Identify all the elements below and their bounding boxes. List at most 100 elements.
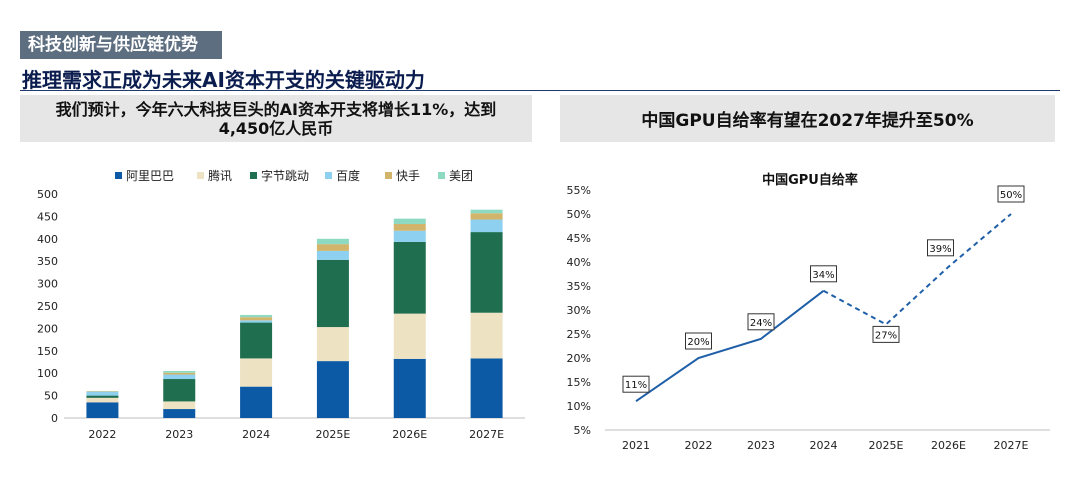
y-tick-label: 350 xyxy=(37,255,58,268)
x-tick-label: 2022 xyxy=(88,428,116,441)
bar-segment xyxy=(470,213,503,220)
bar-segment xyxy=(316,244,349,251)
page-title: 推理需求正成为未来AI资本开支的关键驱动力 xyxy=(22,68,425,92)
bar-segment xyxy=(86,397,119,403)
y-tick-label: 100 xyxy=(37,367,58,380)
line-chart-title: 中国GPU自给率 xyxy=(762,172,858,188)
bar-segment xyxy=(240,317,273,321)
bar-segment xyxy=(316,250,349,260)
x-tick-label: 2025E xyxy=(315,428,350,441)
y-tick-label: 15% xyxy=(567,376,591,389)
bar-segment xyxy=(470,219,503,233)
y-tick-label: 20% xyxy=(567,352,591,365)
x-tick-label: 2024 xyxy=(810,439,838,452)
bar-segment xyxy=(240,322,273,359)
y-tick-label: 45% xyxy=(567,232,591,245)
data-label-box xyxy=(872,325,900,343)
bar-segment xyxy=(470,209,503,214)
data-label: 11% xyxy=(625,380,647,391)
legend-label: 字节跳动 xyxy=(261,168,309,183)
bar-segment xyxy=(393,230,426,242)
y-tick-label: 0 xyxy=(51,412,58,425)
data-label-box xyxy=(810,265,837,283)
bar-segment xyxy=(86,395,119,398)
bar-segment xyxy=(240,358,273,387)
gpu-self-sufficiency-line-chart: 中国GPU自给率 5% 10% 15% 20% 25% 30% 35% 40% 45% 50% 55%… xyxy=(567,172,1050,452)
y-tick-label: 35% xyxy=(567,280,591,293)
y-tick-label: 5% xyxy=(574,424,591,437)
bar-segment xyxy=(470,232,503,313)
bar-segment xyxy=(316,361,349,418)
x-tick-label: 2021 xyxy=(622,439,650,452)
y-tick-label: 200 xyxy=(37,322,58,335)
bar-segment xyxy=(86,402,119,418)
y-tick-label: 30% xyxy=(567,304,591,317)
left-panel-title: 我们预计，今年六大科技巨头的AI资本开支将增长11%，达到4,450亿人民币 xyxy=(20,95,532,142)
legend-label: 百度 xyxy=(336,168,360,183)
data-label: 34% xyxy=(812,270,834,281)
legend-label: 快手 xyxy=(396,169,420,183)
data-label: 27% xyxy=(875,330,897,341)
y-tick-label: 10% xyxy=(567,400,591,413)
bar-segment xyxy=(163,379,196,402)
y-tick-label: 40% xyxy=(567,256,591,269)
bar-segment xyxy=(163,372,196,375)
y-tick-label: 50% xyxy=(567,208,591,221)
bar-segment xyxy=(393,241,426,314)
x-tick-label: 2027E xyxy=(469,428,504,441)
bar-segment xyxy=(393,358,426,418)
section-tag: 科技创新与供应链优势 xyxy=(20,31,222,59)
data-label: 50% xyxy=(1000,190,1022,201)
y-tick-label: 400 xyxy=(37,233,58,246)
data-label-box xyxy=(685,332,712,350)
right-panel-title: 中国GPU自给率有望在2027年提升至50% xyxy=(560,95,1055,142)
bar-segment xyxy=(240,386,273,418)
bar-segment xyxy=(163,370,196,373)
legend-label: 阿里巴巴 xyxy=(126,169,174,183)
x-tick-label: 2024 xyxy=(242,428,270,441)
bar-segment xyxy=(393,218,426,225)
bar-segment xyxy=(470,358,503,418)
legend-swatch xyxy=(385,172,392,179)
y-tick-label: 450 xyxy=(37,210,58,223)
bar-segment xyxy=(163,401,196,410)
bar-segment xyxy=(86,392,119,396)
forecast-line xyxy=(823,213,1012,326)
legend-label: 腾讯 xyxy=(208,168,232,183)
data-label: 20% xyxy=(687,337,709,348)
y-tick-label: 55% xyxy=(567,184,591,197)
data-label-box xyxy=(927,239,954,257)
data-label: 24% xyxy=(750,318,772,329)
legend-swatch xyxy=(438,172,445,179)
x-tick-label: 2027E xyxy=(994,439,1029,452)
bar-segment xyxy=(470,312,503,359)
bar-segment xyxy=(163,374,196,380)
legend-swatch xyxy=(115,172,122,179)
legend-swatch xyxy=(325,172,332,179)
bar-segment xyxy=(393,313,426,359)
x-tick-label: 2026E xyxy=(392,428,427,441)
x-tick-label: 2025E xyxy=(869,439,904,452)
y-tick-label: 250 xyxy=(37,300,58,313)
capex-stacked-bar-chart: 0 50 100 150 200 250 300 350 400 450 500 2022 2023 20… xyxy=(37,168,525,441)
data-label-box xyxy=(997,185,1025,203)
y-tick-label: 25% xyxy=(567,328,591,341)
bar-segment xyxy=(316,259,349,328)
y-tick-label: 500 xyxy=(37,188,58,201)
x-tick-label: 2022 xyxy=(685,439,713,452)
title-divider xyxy=(20,90,1060,91)
data-label-box xyxy=(622,375,650,393)
data-label-box xyxy=(747,313,775,331)
actual-line xyxy=(635,290,825,403)
legend-swatch xyxy=(250,172,257,179)
bar-segment xyxy=(240,320,273,323)
y-tick-label: 150 xyxy=(37,345,58,358)
x-tick-label: 2026E xyxy=(931,439,966,452)
bar-segment xyxy=(393,224,426,231)
legend-label: 美团 xyxy=(449,169,473,183)
y-tick-label: 300 xyxy=(37,278,58,291)
legend-swatch xyxy=(197,172,204,179)
data-label: 39% xyxy=(929,244,951,255)
bar-segment xyxy=(163,409,196,418)
y-tick-label: 50 xyxy=(44,390,58,403)
